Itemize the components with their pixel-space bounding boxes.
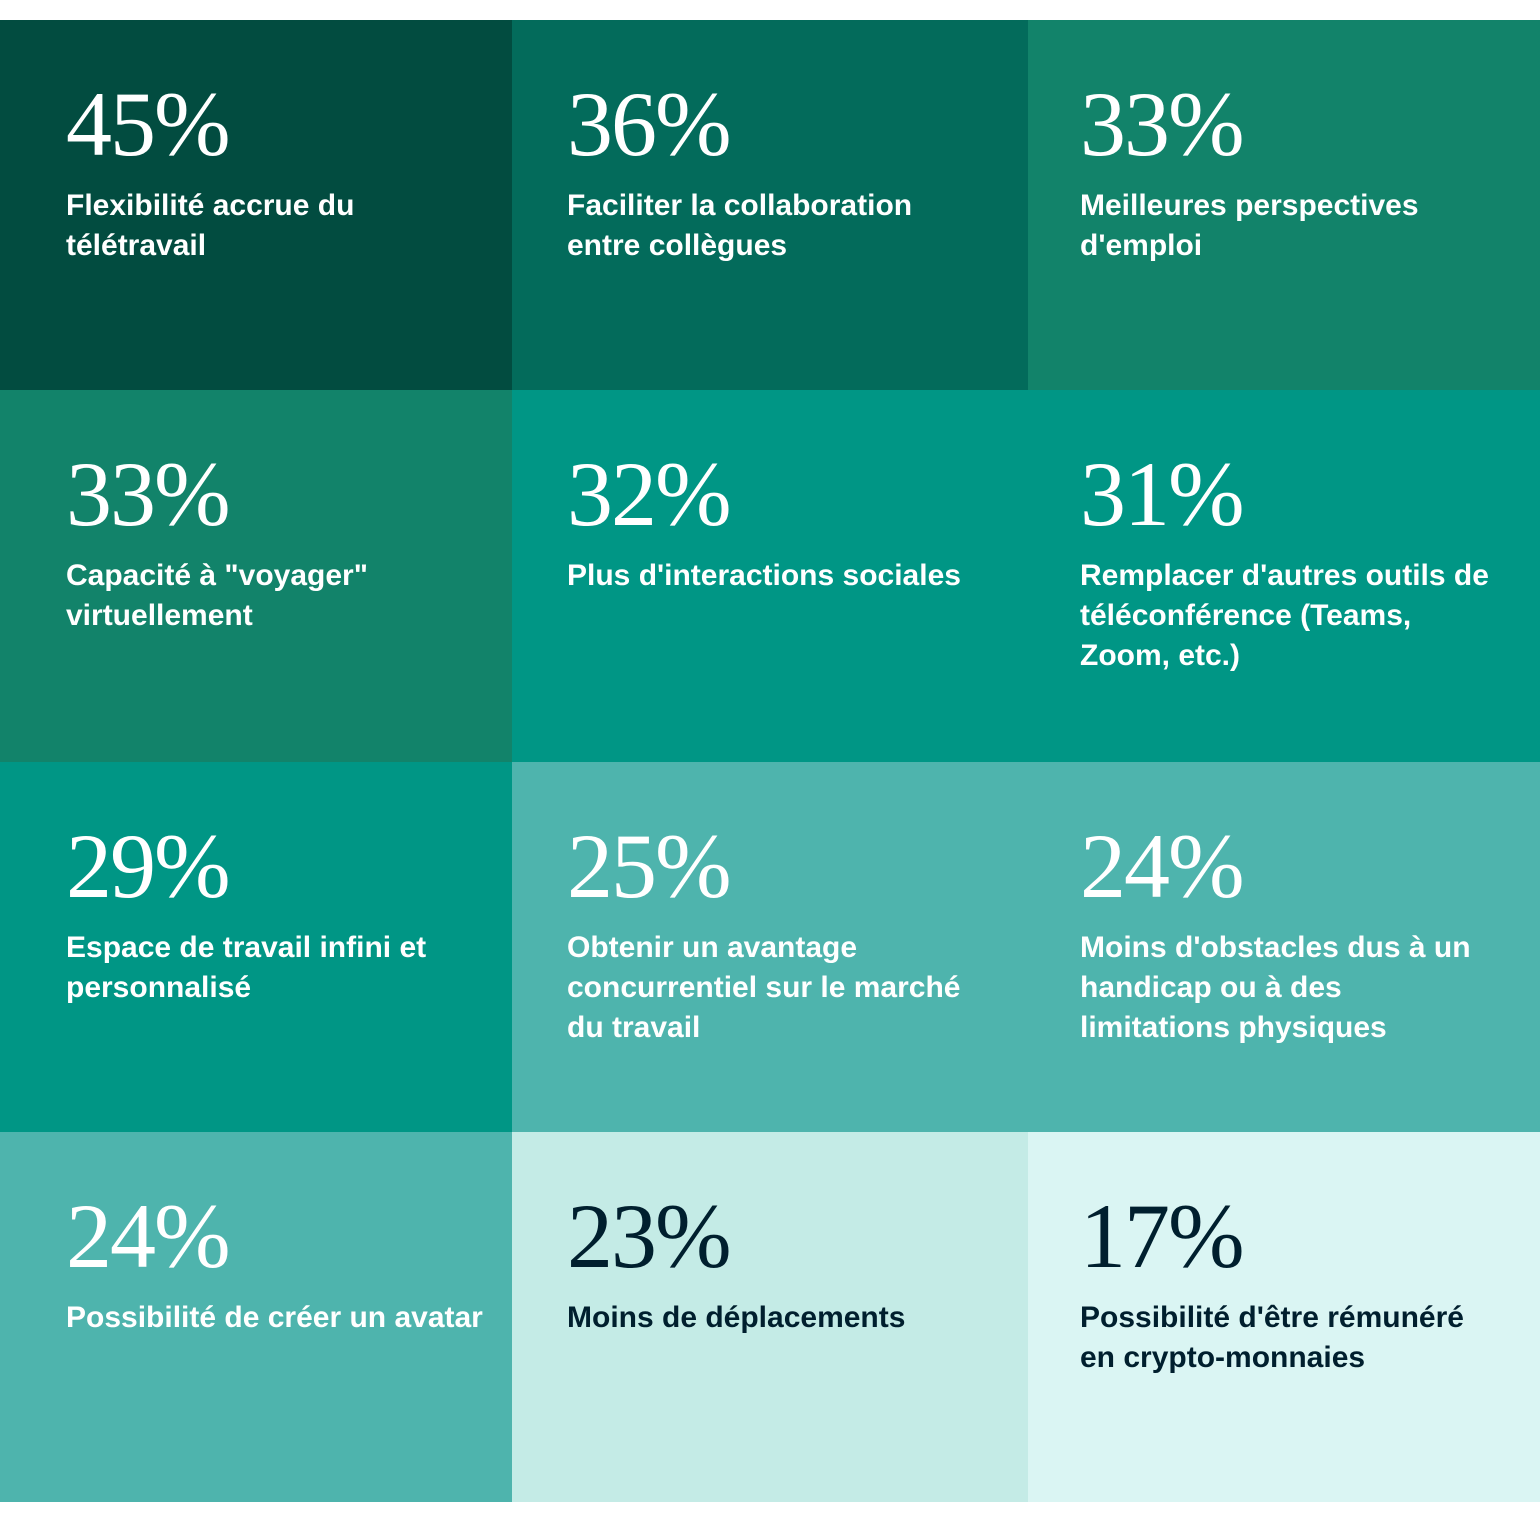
stat-label: Plus d'interactions sociales [567,559,961,592]
stat-label: Moins de déplacements [567,1301,906,1334]
stat-label: Faciliter la collaboration entre collègu… [567,189,913,262]
stat-label: Possibilité de créer un avatar [66,1301,483,1334]
stat-label: Capacité à "voyager" virtuellement [66,559,368,632]
stat-value: 45% [66,73,231,175]
stat-value: 29% [66,815,231,917]
stat-cell: 36% Faciliter la collaboration entre coll… [512,20,1028,390]
stat-label: Meilleures perspectives d'emploi [1080,189,1419,262]
stat-label: Obtenir un avantage concurrentiel sur le… [567,931,961,1044]
stat-value: 33% [1080,73,1245,175]
stat-value: 33% [66,443,231,545]
stat-cell: 23% Moins de déplacements [512,1132,1028,1502]
stat-value: 31% [1080,443,1245,545]
stat-cell: 33% Meilleures perspectives d'emploi [1028,20,1540,390]
stat-cell: 33% Capacité à "voyager" virtuellement [0,390,512,762]
stat-value: 36% [567,73,732,175]
stat-cell: 24% Moins d'obstacles dus à un handicap o… [1028,762,1540,1132]
stats-grid: 45% Flexibilité accrue du télétravail 36% F… [0,20,1540,1502]
stat-value: 32% [567,443,732,545]
stat-cell: 29% Espace de travail infini et personnal… [0,762,512,1132]
stat-cell: 45% Flexibilité accrue du télétravail [0,20,512,390]
stat-value: 23% [567,1185,732,1287]
stat-cell: 25% Obtenir un avantage concurrentiel sur… [512,762,1028,1132]
stat-value: 24% [1080,815,1245,917]
stat-label: Moins d'obstacles dus à un handicap ou à… [1080,931,1471,1044]
stat-cell: 32% Plus d'interactions sociales [512,390,1028,762]
stat-value: 17% [1080,1185,1245,1287]
stat-label: Remplacer d'autres outils de téléconfére… [1080,559,1489,672]
stat-cell: 17% Possibilité d'être rémunéré en crypto… [1028,1132,1540,1502]
stat-cell: 24% Possibilité de créer un avatar [0,1132,512,1502]
stat-label: Flexibilité accrue du télétravail [66,189,355,262]
stat-value: 24% [66,1185,231,1287]
stat-cell: 31% Remplacer d'autres outils de téléconf… [1028,390,1540,762]
stat-label: Espace de travail infini et personnalisé [66,931,427,1004]
stat-value: 25% [567,815,732,917]
stat-label: Possibilité d'être rémunéré en crypto-mo… [1080,1301,1464,1374]
